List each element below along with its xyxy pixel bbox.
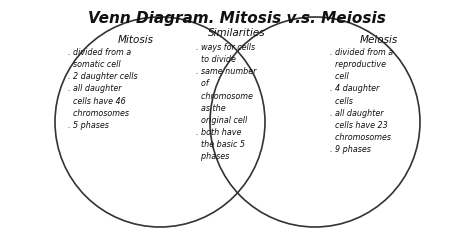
Text: Mitosis: Mitosis [118,35,154,45]
Text: Meiosis: Meiosis [360,35,398,45]
Text: . divided from a
  somatic cell
. 2 daughter cells
. all daughter
  cells have 4: . divided from a somatic cell . 2 daught… [68,48,137,129]
Text: Venn Diagram. Mitosis v.s. Meiosis: Venn Diagram. Mitosis v.s. Meiosis [88,11,386,26]
Text: Similarities: Similarities [208,28,266,38]
Text: . ways for cells
  to divide
. same number
  of
  chromosome
  as the
  original: . ways for cells to divide . same number… [196,43,256,161]
Text: . divided from a
  reproductive
  cell
. 4 daughter
  cells
. all daughter
  cel: . divided from a reproductive cell . 4 d… [330,48,393,153]
